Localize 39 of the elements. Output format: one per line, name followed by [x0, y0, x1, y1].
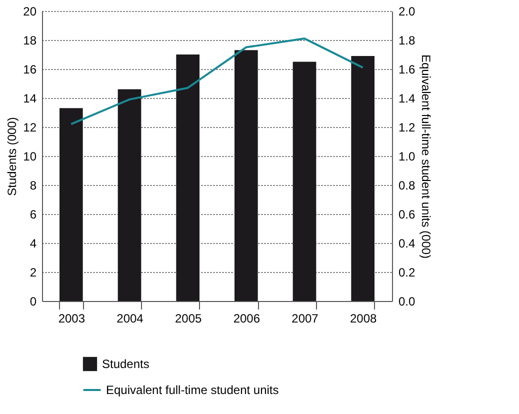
y2-tick-label: 0.4 — [398, 236, 416, 250]
y-tick-label: 12 — [23, 120, 37, 134]
bar — [60, 108, 83, 301]
y-tick-label: 6 — [30, 208, 37, 222]
y-tick-label: 10 — [23, 150, 37, 164]
x-tick-label: 2007 — [292, 312, 319, 326]
y2-tick-label: 1.8 — [398, 34, 416, 48]
y2-tick-label: 0.8 — [398, 178, 416, 192]
y2-tick-label: 2.0 — [398, 4, 416, 18]
y-tick-label: 0 — [30, 294, 37, 308]
x-tick-label: 2006 — [233, 312, 260, 326]
x-tick-label: 2004 — [116, 312, 144, 326]
y-tick-label: 8 — [30, 178, 37, 192]
y2-tick-label: 1.0 — [398, 150, 416, 164]
y-tick-label: 20 — [23, 4, 37, 18]
x-tick-label: 2008 — [350, 312, 378, 326]
y2-tick-label: 0.6 — [398, 208, 416, 222]
y2-axis-title: Equivalent full-time student units (000) — [419, 54, 434, 259]
y2-tick-label: 1.6 — [398, 62, 416, 76]
bar — [176, 54, 200, 301]
y-axis-title: Students (000) — [5, 117, 20, 196]
y-tick-label: 14 — [23, 92, 37, 106]
legend-label: Equivalent full-time student units — [106, 383, 279, 397]
y2-tick-label: 0.2 — [398, 266, 416, 280]
x-tick-label: 2005 — [174, 312, 202, 326]
y2-tick-label: 1.2 — [398, 120, 416, 134]
y-tick-label: 2 — [30, 266, 37, 280]
y-tick-label: 4 — [30, 236, 37, 250]
y2-tick-label: 0.0 — [398, 294, 416, 308]
line-series — [70, 38, 364, 126]
bar — [351, 56, 374, 301]
y-tick-label: 18 — [23, 34, 37, 48]
legend-label: Students — [102, 357, 150, 371]
y2-tick-label: 1.4 — [398, 92, 416, 106]
bar — [234, 50, 258, 301]
bar — [292, 62, 316, 301]
y-tick-label: 16 — [23, 62, 37, 76]
x-tick-label: 2003 — [58, 312, 86, 326]
bar — [118, 89, 142, 301]
